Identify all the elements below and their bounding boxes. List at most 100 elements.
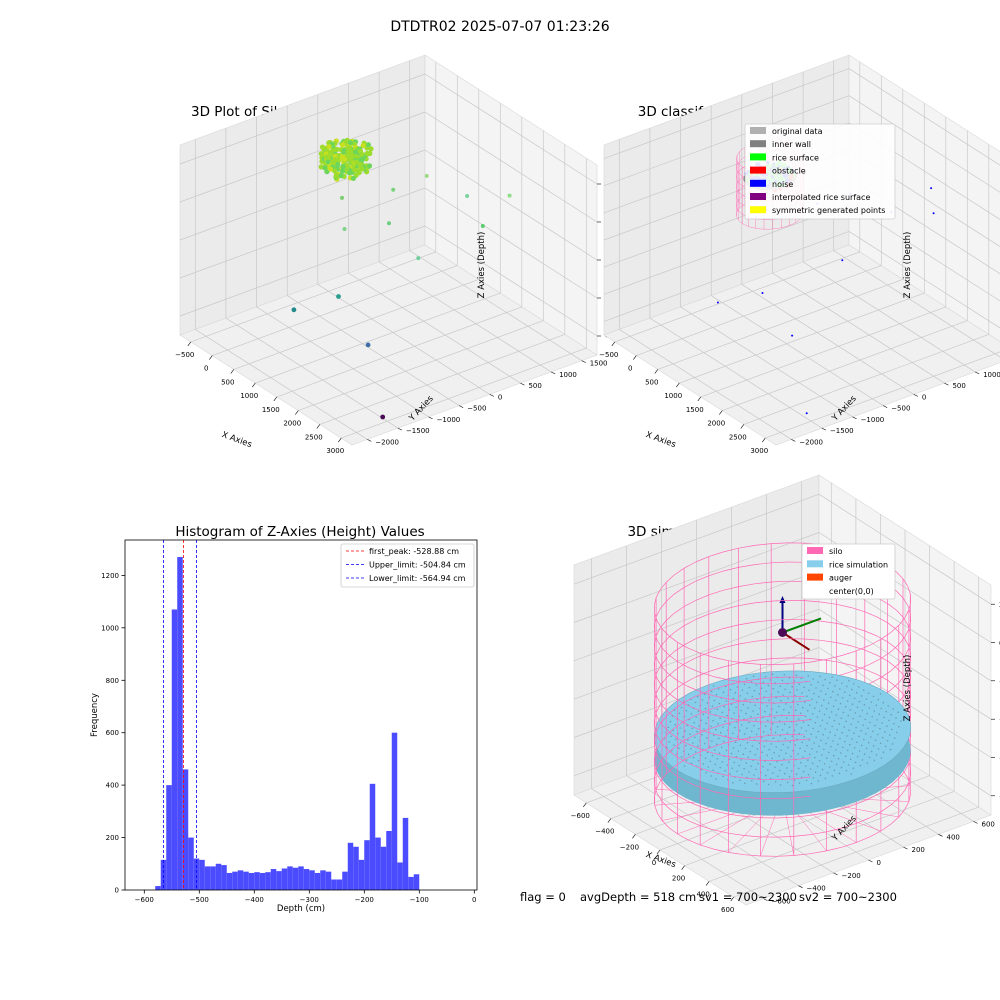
rice-grid-point — [789, 741, 791, 743]
histogram-bar — [249, 873, 255, 890]
rice-grid-point — [713, 735, 715, 737]
raw-xtick-label: 2500 — [305, 433, 323, 441]
rice-grid-point — [695, 751, 697, 753]
rice-grid-point — [751, 780, 753, 782]
rice-grid-point — [845, 706, 847, 708]
rice-grid-point — [858, 686, 860, 688]
rice-grid-point — [750, 751, 752, 753]
rice-grid-point — [747, 693, 749, 695]
rice-grid-point — [724, 706, 726, 708]
classify-legend-label: original data — [772, 127, 823, 136]
rice-grid-point — [785, 703, 787, 705]
raw-cluster-point — [334, 147, 339, 152]
rice-grid-point — [717, 723, 719, 725]
rice-grid-point — [745, 762, 747, 764]
rice-grid-point — [774, 767, 776, 769]
rice-grid-point — [838, 709, 840, 711]
rice-grid-point — [771, 743, 773, 745]
histogram-xtick-label: 0 — [472, 896, 476, 904]
rice-grid-point — [834, 735, 836, 737]
rice-grid-point — [692, 742, 694, 744]
rice-grid-point — [711, 740, 713, 742]
rice-grid-point — [745, 698, 747, 700]
histogram-bar — [348, 843, 354, 890]
rice-grid-point — [798, 718, 800, 720]
rice-grid-point — [887, 705, 889, 707]
rice-grid-point — [822, 719, 824, 721]
rice-grid-point — [818, 780, 820, 782]
rice-grid-point — [883, 702, 885, 704]
rice-grid-point — [822, 685, 824, 687]
rice-grid-point — [784, 689, 786, 691]
rice-grid-point — [686, 710, 688, 712]
raw-data-point — [481, 224, 485, 228]
rice-grid-point — [841, 717, 843, 719]
classify-xtick-label: 500 — [645, 378, 658, 386]
rice-grid-point — [806, 695, 808, 697]
rice-grid-point — [898, 726, 900, 728]
rice-grid-point — [845, 721, 847, 723]
rice-grid-point — [761, 687, 763, 689]
rice-grid-point — [852, 718, 854, 720]
rice-grid-point — [780, 700, 782, 702]
rice-grid-point — [668, 727, 670, 729]
rice-grid-point — [803, 687, 805, 689]
rice-grid-point — [801, 742, 803, 744]
classify-xtick-label: 2000 — [707, 420, 725, 428]
rice-grid-point — [876, 719, 878, 721]
rice-grid-point — [740, 695, 742, 697]
rice-grid-point — [752, 745, 754, 747]
raw-ytick-label: 1000 — [559, 371, 577, 379]
rice-grid-point — [857, 707, 859, 709]
raw-cluster-point — [368, 146, 373, 151]
rice-grid-point — [852, 753, 854, 755]
classify-legend: original datainner wallrice surfaceobsta… — [745, 124, 895, 219]
rice-grid-point — [900, 720, 902, 722]
rice-grid-point — [782, 744, 784, 746]
rice-grid-point — [729, 773, 731, 775]
rice-grid-point — [799, 747, 801, 749]
raw-cluster-point — [324, 155, 329, 160]
rice-grid-point — [791, 770, 793, 772]
rice-grid-point — [738, 765, 740, 767]
raw-cluster-point — [348, 140, 353, 145]
rice-grid-point — [778, 755, 780, 757]
rice-grid-point — [675, 739, 677, 741]
histogram-bar — [227, 873, 233, 890]
rice-grid-point — [675, 724, 677, 726]
classify-noise-point — [930, 187, 932, 189]
rice-grid-point — [863, 689, 865, 691]
classify-ytick-label: 500 — [952, 382, 965, 390]
rice-grid-point — [786, 718, 788, 720]
rice-grid-point — [722, 726, 724, 728]
rice-grid-point — [741, 724, 743, 726]
rice-grid-point — [693, 722, 695, 724]
rice-grid-point — [754, 690, 756, 692]
rice-grid-point — [887, 740, 889, 742]
histogram-bar — [166, 785, 172, 890]
raw-xtick-label: 3000 — [326, 447, 344, 455]
rice-grid-point — [817, 681, 819, 683]
rice-grid-point — [698, 725, 700, 727]
rice-grid-point — [806, 745, 808, 747]
rice-grid-point — [890, 749, 892, 751]
rice-grid-point — [710, 761, 712, 763]
histogram-bar — [188, 838, 194, 890]
rice-grid-point — [712, 769, 714, 771]
rice-grid-point — [736, 756, 738, 758]
classify-noise-point — [791, 335, 793, 337]
rice-grid-point — [801, 678, 803, 680]
rice-grid-point — [785, 753, 787, 755]
rice-grid-point — [777, 775, 779, 777]
rice-grid-point — [809, 704, 811, 706]
histogram-bar — [381, 847, 387, 890]
rice-grid-point — [723, 741, 725, 743]
rice-grid-point — [838, 723, 840, 725]
rice-grid-point — [710, 711, 712, 713]
rice-grid-point — [871, 751, 873, 753]
rice-grid-point — [850, 709, 852, 711]
rice-grid-point — [846, 686, 848, 688]
rice-grid-point — [829, 717, 831, 719]
rice-grid-point — [849, 695, 851, 697]
rice-grid-point — [714, 749, 716, 751]
